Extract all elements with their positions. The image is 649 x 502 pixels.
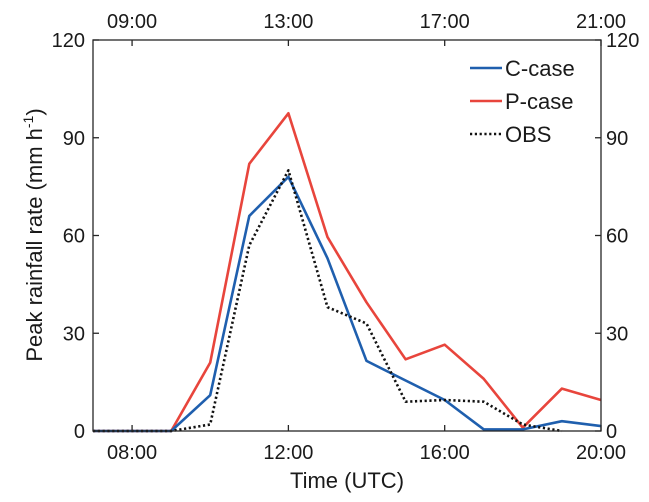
x-tick-label-bottom: 20:00 — [576, 442, 626, 464]
x-tick-label-bottom: 08:00 — [107, 442, 157, 464]
y-tick-label-left: 60 — [63, 226, 85, 248]
y-tick-label-right: 30 — [606, 323, 628, 345]
y-tick-label-left: 30 — [63, 323, 85, 345]
series-line-c-case — [93, 175, 602, 433]
plot-lines — [93, 112, 602, 433]
y-axis-label: Peak rainfall rate (mm h-1) — [20, 108, 47, 361]
series-line-obs — [93, 169, 563, 433]
legend-label-obs: OBS — [505, 122, 551, 147]
series-line-p-case — [93, 112, 602, 433]
legend-label-p-case: P-case — [505, 89, 573, 114]
x-tick-label-bottom: 16:00 — [420, 442, 470, 464]
legend-label-c-case: C-case — [505, 56, 575, 81]
tick-labels: 0 0 30 30 60 60 90 90 120 120 08:00 12:00 16:00 20:00… — [52, 11, 640, 464]
x-axis-label: Time (UTC) — [290, 468, 404, 493]
y-tick-label-left: 0 — [74, 421, 85, 443]
y-tick-label-right: 90 — [606, 128, 628, 150]
y-tick-label-left: 120 — [52, 30, 85, 52]
y-axis-label-main: Peak rainfall rate (mm h — [22, 128, 47, 362]
y-axis-label-superscript: -1 — [20, 115, 36, 128]
y-tick-label-right: 0 — [606, 421, 617, 443]
legend: C-case P-case OBS — [470, 56, 575, 147]
y-tick-label-right: 60 — [606, 226, 628, 248]
x-tick-label-top: 17:00 — [420, 11, 470, 33]
y-tick-label-right: 120 — [606, 30, 639, 52]
x-tick-label-bottom: 12:00 — [263, 442, 313, 464]
axis-ticks — [93, 39, 602, 432]
x-tick-label-top: 13:00 — [263, 11, 313, 33]
x-tick-label-top: 21:00 — [576, 11, 626, 33]
x-tick-label-top: 09:00 — [107, 11, 157, 33]
y-axis-label-end: ) — [22, 108, 47, 115]
y-tick-label-left: 90 — [63, 128, 85, 150]
